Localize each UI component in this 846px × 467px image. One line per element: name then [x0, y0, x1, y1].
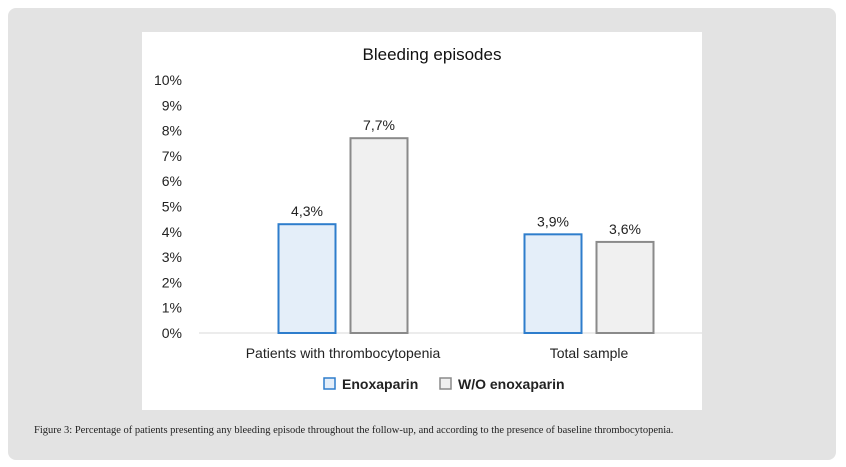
bar-w-o-enoxaparin [349, 137, 409, 334]
y-tick-label: 7% [162, 148, 182, 164]
y-tick-label: 6% [162, 173, 182, 189]
y-tick-label: 3% [162, 249, 182, 265]
bar-w-o-enoxaparin [595, 240, 655, 334]
y-tick-label: 10% [154, 72, 182, 88]
data-label: 3,6% [609, 221, 641, 237]
y-tick-label: 0% [162, 325, 182, 341]
legend-swatch [439, 377, 452, 390]
legend-label: W/O enoxaparin [458, 376, 565, 392]
bar-enoxaparin [523, 233, 583, 334]
y-tick-label: 5% [162, 199, 182, 215]
x-category-label: Patients with thrombocytopenia [246, 345, 441, 361]
bar-enoxaparin [277, 223, 337, 335]
y-tick-label: 2% [162, 274, 182, 290]
chart-title: Bleeding episodes [363, 45, 502, 64]
y-tick-label: 8% [162, 123, 182, 139]
data-label: 3,9% [537, 213, 569, 229]
figure-caption: Figure 3: Percentage of patients present… [34, 425, 674, 436]
bar-chart: Bleeding episodes 0% 1% 2% 3% 4% 5% 6% 7% 8% 9% 10%… [154, 45, 702, 392]
legend-swatch [323, 377, 336, 390]
legend-label: Enoxaparin [342, 376, 418, 392]
data-label: 4,3% [291, 203, 323, 219]
data-label: 7,7% [363, 117, 395, 133]
x-category-label: Total sample [550, 345, 629, 361]
y-tick-label: 1% [162, 300, 182, 316]
chart-area: Bleeding episodes 0% 1% 2% 3% 4% 5% 6% 7% 8% 9% 10%… [142, 32, 702, 410]
y-tick-label: 9% [162, 97, 182, 113]
y-tick-label: 4% [162, 224, 182, 240]
